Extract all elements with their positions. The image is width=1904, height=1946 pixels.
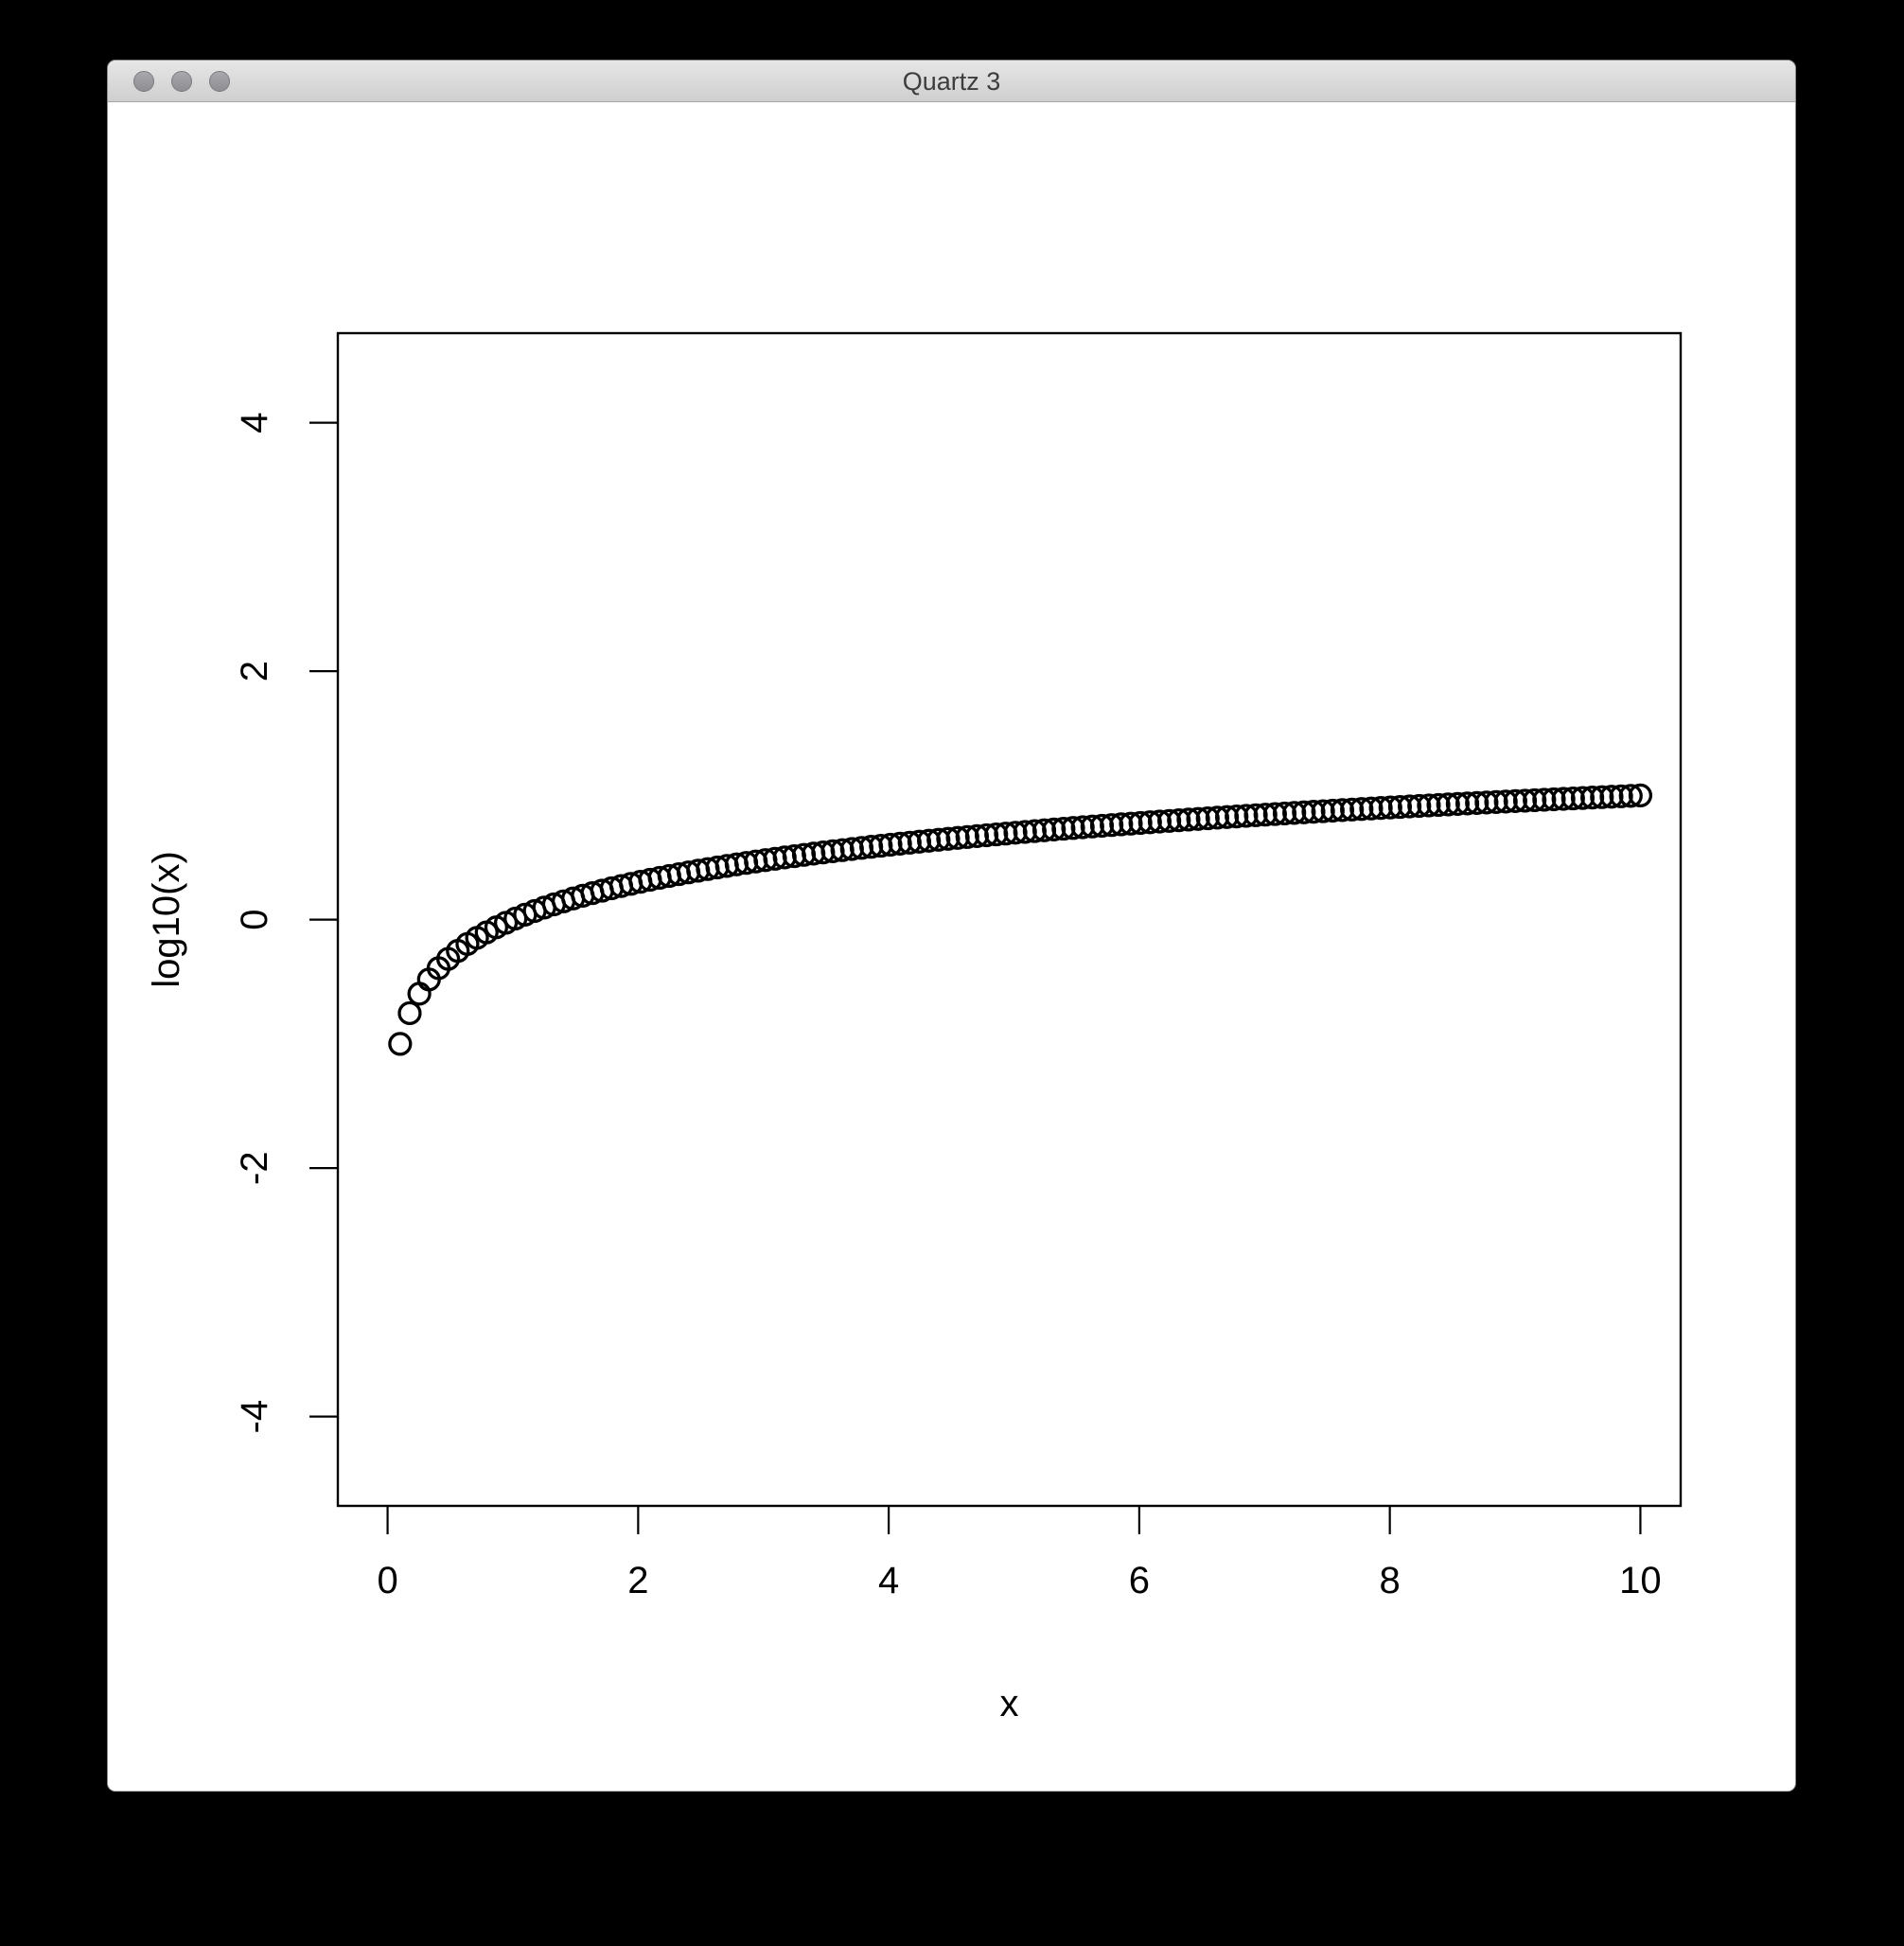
svg-text:2: 2 (627, 1560, 648, 1601)
svg-text:2: 2 (234, 661, 275, 681)
svg-text:6: 6 (1129, 1560, 1150, 1601)
svg-text:0: 0 (377, 1560, 397, 1601)
svg-text:x: x (1000, 1683, 1019, 1725)
svg-text:log10(x): log10(x) (146, 851, 187, 988)
svg-text:4: 4 (878, 1560, 899, 1601)
svg-text:10: 10 (1619, 1560, 1662, 1601)
svg-text:4: 4 (234, 413, 275, 433)
svg-text:-4: -4 (234, 1400, 275, 1434)
svg-text:8: 8 (1380, 1560, 1401, 1601)
svg-text:0: 0 (234, 910, 275, 930)
svg-text:-2: -2 (234, 1151, 275, 1185)
